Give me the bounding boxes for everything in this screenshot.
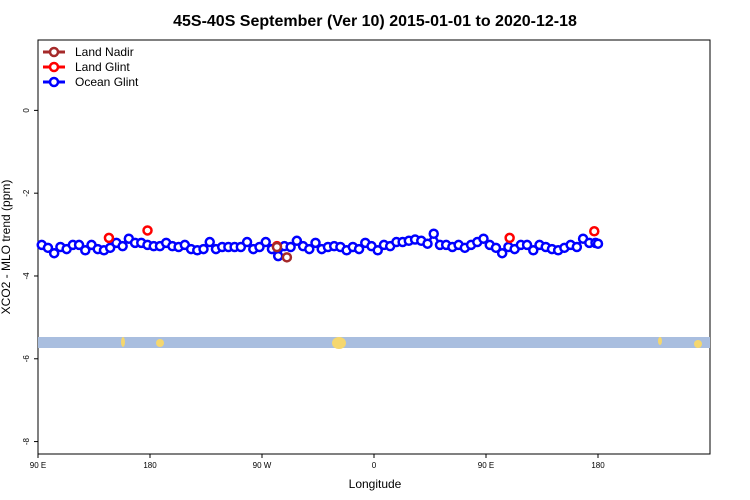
y-tick-label: -4: [22, 272, 31, 280]
legend-label: Land Nadir: [75, 45, 134, 59]
data-point: [310, 237, 321, 249]
data-point: [241, 236, 253, 248]
x-axis: 90 E 180 90 W 0 90 E 180: [30, 454, 605, 470]
data-point: [589, 226, 600, 237]
data-point: [478, 233, 489, 244]
data-point: [103, 232, 115, 244]
legend-label: Ocean Glint: [75, 75, 139, 89]
data-point: [496, 247, 508, 259]
x-tick-label: 90 E: [30, 461, 46, 470]
data-point: [73, 239, 85, 251]
x-tick-label: 180: [143, 461, 157, 470]
data-point: [571, 241, 583, 253]
y-axis: 0 -2 -4 -6 -8: [22, 108, 38, 445]
data-point: [281, 252, 293, 263]
legend-swatch-marker: [48, 76, 60, 88]
legend-swatch-marker: [48, 46, 60, 58]
data-point: [204, 236, 215, 248]
data-point: [271, 241, 283, 253]
data-point: [42, 242, 54, 254]
data-point: [48, 247, 60, 259]
data-point: [422, 238, 433, 249]
data-point: [142, 225, 153, 236]
y-tick-label: -6: [22, 355, 31, 363]
chart-title: 45S-40S September (Ver 10) 2015-01-01 to…: [173, 13, 577, 30]
legend-swatch-marker: [48, 61, 60, 73]
data-point: [272, 250, 284, 262]
data-point: [372, 245, 383, 256]
data-point: [80, 245, 91, 256]
data-point: [353, 243, 365, 255]
y-tick-label: -8: [22, 437, 31, 445]
data-point: [592, 238, 604, 249]
data-point: [528, 245, 539, 256]
y-tick-label: 0: [22, 108, 31, 113]
data-point: [504, 232, 515, 244]
series-layer: [36, 225, 604, 263]
data-point: [285, 241, 296, 253]
x-axis-label: Longitude: [349, 477, 402, 491]
y-tick-label: -2: [22, 189, 31, 197]
data-point: [521, 239, 533, 251]
data-point: [198, 243, 209, 255]
series-ocean-glint: [36, 228, 604, 262]
x-tick-label: 90 W: [253, 461, 272, 470]
legend-label: Land Glint: [75, 60, 130, 74]
data-point: [304, 243, 315, 255]
series-land-nadir: [271, 241, 293, 263]
data-point: [117, 240, 128, 252]
x-tick-label: 90 E: [478, 461, 494, 470]
x-tick-label: 180: [591, 461, 605, 470]
x-tick-label: 0: [372, 461, 377, 470]
data-point: [260, 236, 271, 248]
land-ocean-band: [38, 337, 710, 349]
data-point: [428, 228, 439, 240]
data-point: [291, 235, 303, 247]
y-axis-label: XCO2 - MLO trend (ppm): [0, 180, 13, 315]
data-point: [490, 242, 502, 254]
